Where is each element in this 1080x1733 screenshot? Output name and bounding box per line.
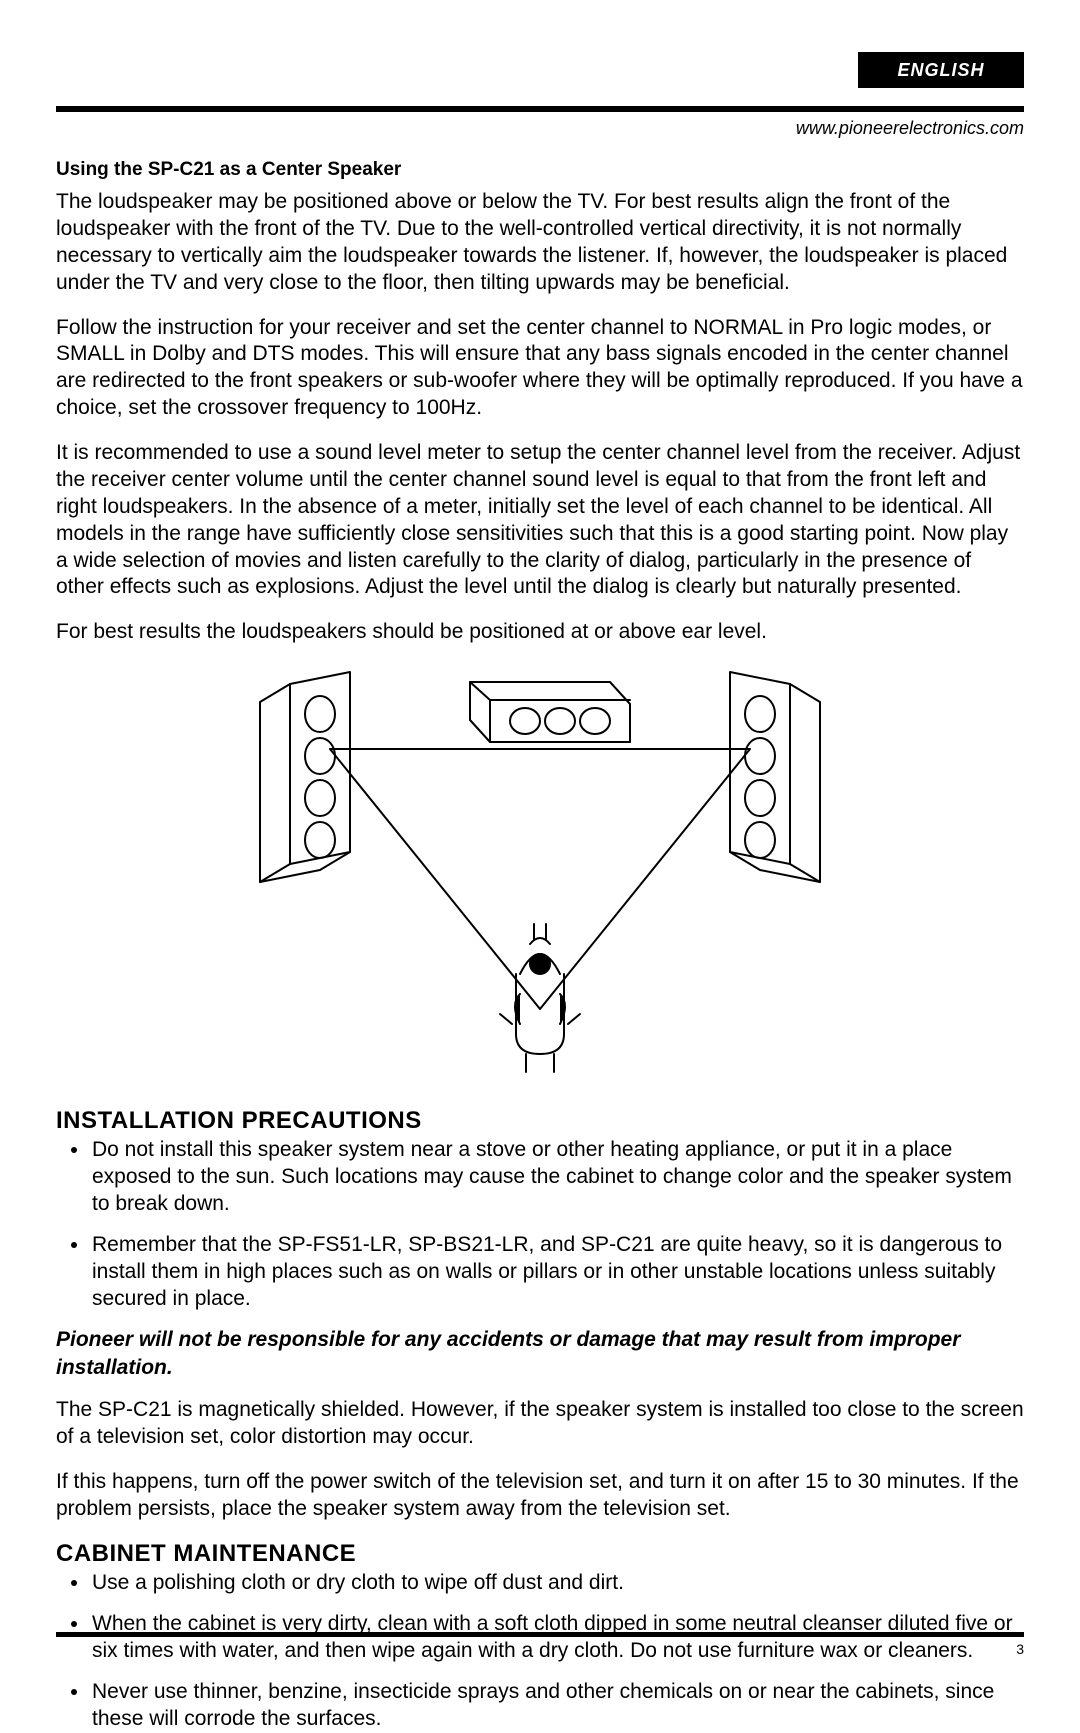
section2-bullets: Do not install this speaker system near … xyxy=(56,1137,1024,1312)
bottom-rule xyxy=(56,1632,1024,1637)
section3-bullet-1: When the cabinet is very dirty, clean wi… xyxy=(90,1611,1024,1665)
speaker-layout-diagram xyxy=(56,664,1024,1089)
language-badge: ENGLISH xyxy=(858,52,1024,88)
section3-bullet-0: Use a polishing cloth or dry cloth to wi… xyxy=(90,1570,1024,1597)
section1-p3: It is recommended to use a sound level m… xyxy=(56,440,1024,601)
section1-p4: For best results the loudspeakers should… xyxy=(56,619,1024,646)
section2-p1: The SP-C21 is magnetically shielded. How… xyxy=(56,1397,1024,1451)
section2-bullet-0: Do not install this speaker system near … xyxy=(90,1137,1024,1218)
section3-heading: CABINET MAINTENANCE xyxy=(56,1540,1024,1568)
website-url: www.pioneerelectronics.com xyxy=(56,118,1024,139)
section2-heading: INSTALLATION PRECAUTIONS xyxy=(56,1107,1024,1135)
section2-warning: Pioneer will not be responsible for any … xyxy=(56,1326,1024,1381)
top-rule xyxy=(56,106,1024,112)
section2-bullet-1: Remember that the SP-FS51-LR, SP-BS21-LR… xyxy=(90,1232,1024,1313)
section2-p2: If this happens, turn off the power swit… xyxy=(56,1469,1024,1523)
page-number: 3 xyxy=(1016,1641,1024,1657)
section3-bullet-2: Never use thinner, benzine, insecticide … xyxy=(90,1679,1024,1733)
section1-p1: The loudspeaker may be positioned above … xyxy=(56,189,1024,297)
section3-bullets: Use a polishing cloth or dry cloth to wi… xyxy=(56,1570,1024,1732)
section1-title: Using the SP-C21 as a Center Speaker xyxy=(56,159,1024,181)
section1-p2: Follow the instruction for your receiver… xyxy=(56,315,1024,423)
